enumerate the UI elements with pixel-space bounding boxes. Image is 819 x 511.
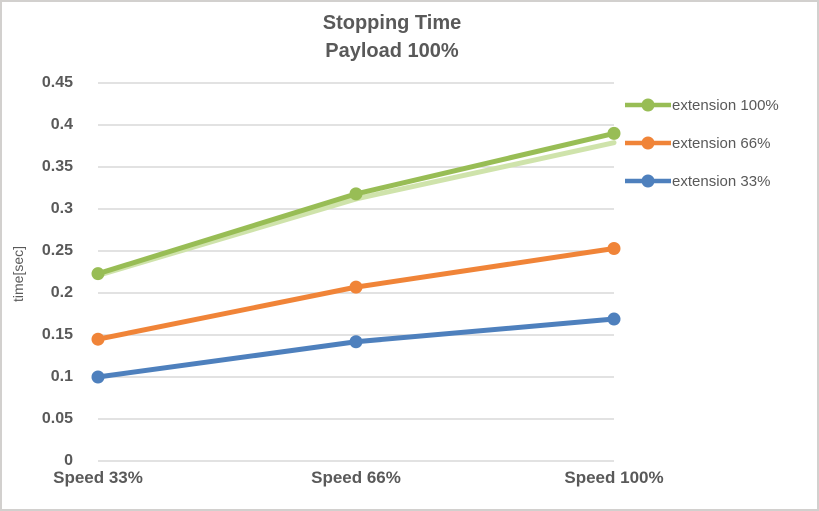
chart-title-line-2: Payload 100% (325, 40, 459, 62)
chart-title: Stopping Time Payload 100% (2, 9, 782, 65)
x-tick-label: Speed 66% (311, 468, 401, 487)
y-tick-label: 0.1 (50, 368, 73, 385)
x-tick-label: Speed 100% (564, 468, 664, 487)
y-tick-label: 0.3 (50, 200, 73, 217)
y-tick-label: 0.05 (41, 410, 73, 427)
legend-line-marker-icon (625, 174, 671, 188)
legend-item: extension 66% (624, 133, 779, 153)
legend-item: extension 33% (624, 171, 779, 191)
data-point-marker (607, 312, 621, 326)
data-point-marker (91, 267, 105, 281)
legend-label: extension 100% (672, 96, 779, 114)
data-point-marker (91, 332, 105, 346)
x-tick-label: Speed 33% (53, 468, 143, 487)
chart-legend: extension 100% extension 66% extension 33% (624, 95, 779, 209)
y-tick-label: 0.4 (50, 116, 73, 133)
legend-line-marker-icon (625, 136, 671, 150)
legend-label: extension 66% (672, 134, 771, 152)
data-point-marker (349, 187, 363, 201)
y-tick-label: 0.35 (41, 158, 73, 175)
y-tick-label: 0 (64, 452, 73, 469)
chart-title-line-1: Stopping Time (322, 12, 462, 34)
data-point-marker (607, 126, 621, 140)
y-tick-label: 0.45 (41, 74, 73, 91)
legend-label: extension 33% (672, 172, 771, 190)
legend-line-marker-icon (625, 98, 671, 112)
y-tick-label: 0.2 (50, 284, 73, 301)
y-tick-label: 0.25 (41, 242, 73, 259)
legend-item: extension 100% (624, 95, 779, 115)
data-point-marker (349, 280, 363, 294)
data-point-marker (607, 241, 621, 255)
data-point-marker (91, 370, 105, 384)
y-tick-label: 0.15 (41, 326, 73, 343)
data-point-marker (349, 335, 363, 349)
